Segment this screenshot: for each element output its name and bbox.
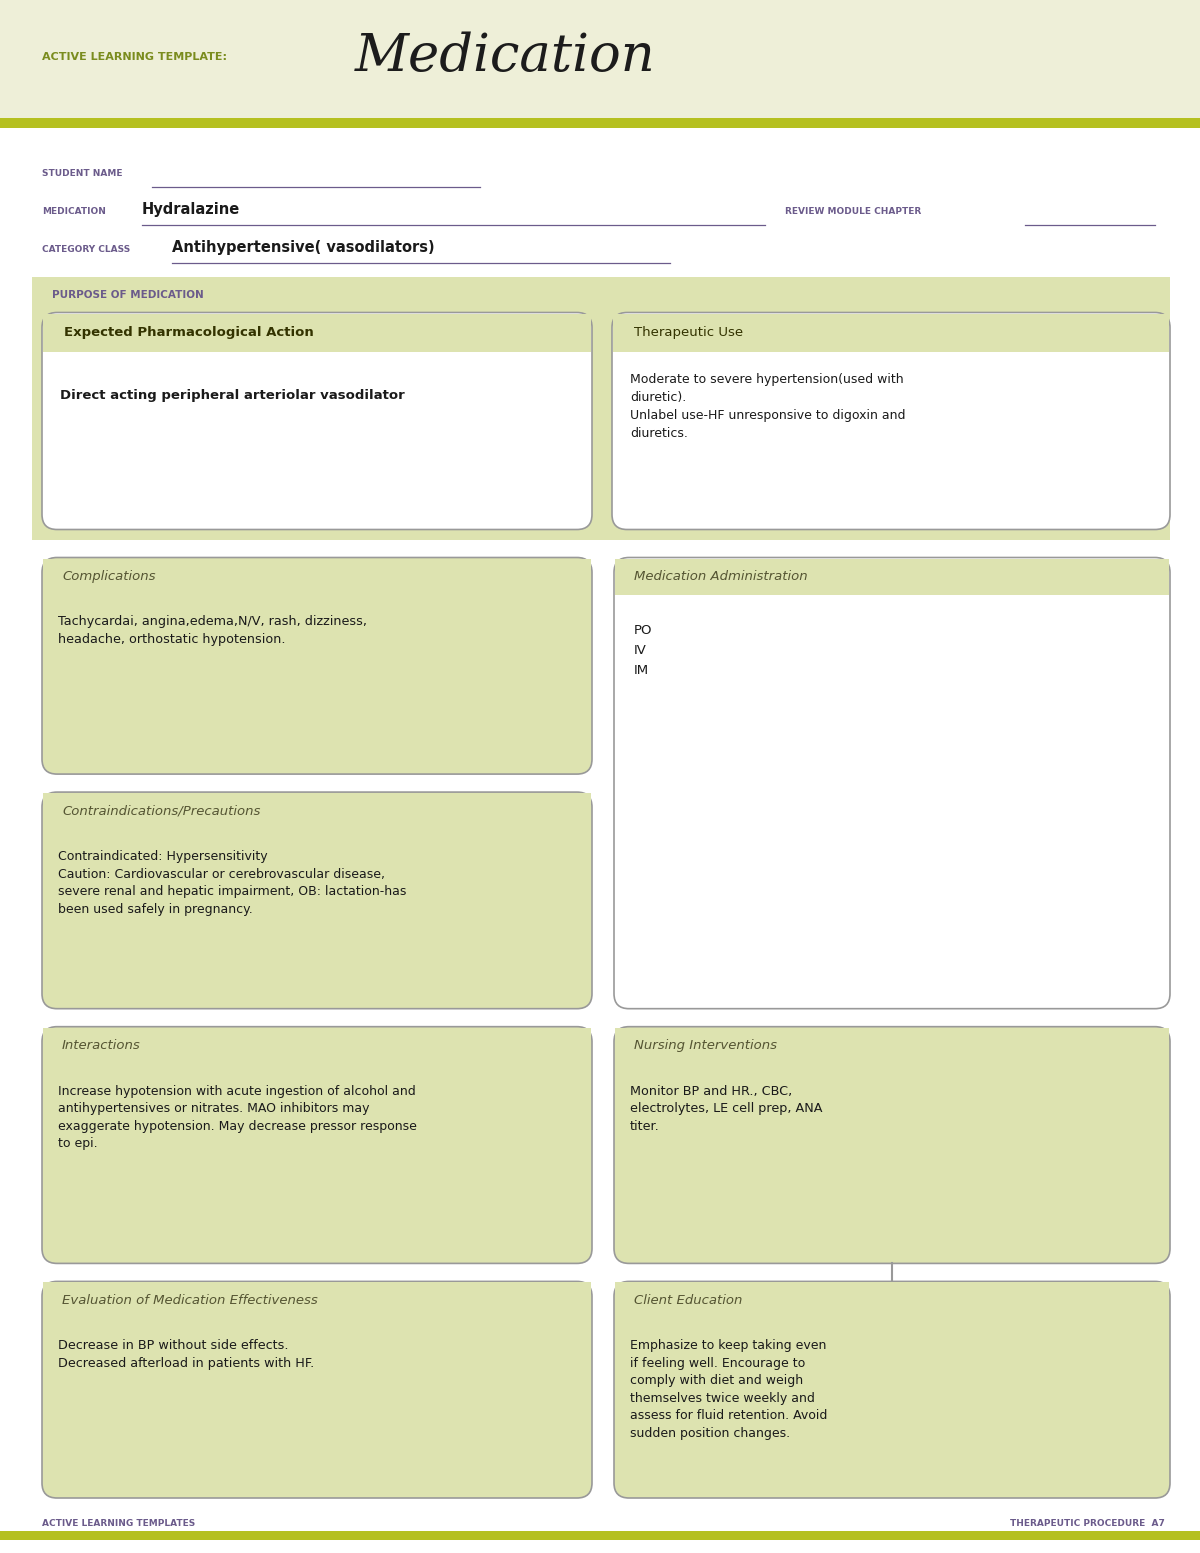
Text: Emphasize to keep taking even
if feeling well. Encourage to
comply with diet and: Emphasize to keep taking even if feeling… [630, 1339, 827, 1440]
Text: STUDENT NAME: STUDENT NAME [42, 169, 122, 179]
Text: Monitor BP and HR., CBC,
electrolytes, LE cell prep, ANA
titer.: Monitor BP and HR., CBC, electrolytes, L… [630, 1084, 822, 1132]
Text: Evaluation of Medication Effectiveness: Evaluation of Medication Effectiveness [62, 1294, 318, 1308]
Bar [43, 314, 592, 351]
Bar [43, 794, 592, 829]
Bar [0, 118, 1200, 127]
Text: CATEGORY CLASS: CATEGORY CLASS [42, 245, 131, 255]
Text: Complications: Complications [62, 570, 156, 582]
Text: Contraindications/Precautions: Contraindications/Precautions [62, 804, 260, 817]
FancyBboxPatch shape [614, 558, 1170, 1009]
Text: Expected Pharmacological Action: Expected Pharmacological Action [64, 326, 313, 339]
Text: Nursing Interventions: Nursing Interventions [634, 1039, 778, 1053]
Text: REVIEW MODULE CHAPTER: REVIEW MODULE CHAPTER [785, 207, 922, 216]
Bar [0, 0, 1200, 118]
Bar [43, 1028, 592, 1064]
FancyBboxPatch shape [612, 312, 1170, 530]
Bar [616, 1283, 1169, 1318]
FancyBboxPatch shape [42, 1281, 592, 1499]
Bar [616, 559, 1169, 595]
Text: Medication: Medication [355, 31, 655, 82]
Bar [43, 559, 592, 595]
Text: Increase hypotension with acute ingestion of alcohol and
antihypertensives or ni: Increase hypotension with acute ingestio… [58, 1084, 416, 1151]
Text: Therapeutic Use: Therapeutic Use [634, 326, 743, 339]
Bar [0, 1531, 1200, 1541]
Text: Hydralazine: Hydralazine [142, 202, 240, 217]
Text: Tachycardai, angina,edema,N/V, rash, dizziness,
headache, orthostatic hypotensio: Tachycardai, angina,edema,N/V, rash, diz… [58, 615, 367, 646]
Bar [43, 1283, 592, 1318]
FancyBboxPatch shape [42, 792, 592, 1009]
FancyBboxPatch shape [614, 1027, 1170, 1264]
Text: Client Education: Client Education [634, 1294, 743, 1308]
Text: ACTIVE LEARNING TEMPLATES: ACTIVE LEARNING TEMPLATES [42, 1519, 196, 1528]
Text: Contraindicated: Hypersensitivity
Caution: Cardiovascular or cerebrovascular dis: Contraindicated: Hypersensitivity Cautio… [58, 849, 407, 916]
Text: THERAPEUTIC PROCEDURE  A7: THERAPEUTIC PROCEDURE A7 [1010, 1519, 1165, 1528]
Text: Decrease in BP without side effects.
Decreased afterload in patients with HF.: Decrease in BP without side effects. Dec… [58, 1339, 314, 1370]
Bar [616, 1028, 1169, 1064]
Text: PO
IV
IM: PO IV IM [634, 623, 653, 677]
Text: Direct acting peripheral arteriolar vasodilator: Direct acting peripheral arteriolar vaso… [60, 388, 404, 402]
Text: Antihypertensive( vasodilators): Antihypertensive( vasodilators) [172, 241, 434, 255]
Text: Moderate to severe hypertension(used with
diuretic).
Unlabel use-HF unresponsive: Moderate to severe hypertension(used wit… [630, 373, 906, 439]
Bar [613, 314, 1169, 351]
FancyBboxPatch shape [42, 1027, 592, 1264]
Text: Interactions: Interactions [62, 1039, 140, 1053]
Text: ACTIVE LEARNING TEMPLATE:: ACTIVE LEARNING TEMPLATE: [42, 51, 227, 62]
FancyBboxPatch shape [614, 1281, 1170, 1499]
Text: MEDICATION: MEDICATION [42, 207, 106, 216]
FancyBboxPatch shape [42, 312, 592, 530]
FancyBboxPatch shape [42, 558, 592, 773]
Text: Medication Administration: Medication Administration [634, 570, 808, 582]
Bar [32, 278, 1170, 539]
Text: PURPOSE OF MEDICATION: PURPOSE OF MEDICATION [52, 290, 204, 300]
